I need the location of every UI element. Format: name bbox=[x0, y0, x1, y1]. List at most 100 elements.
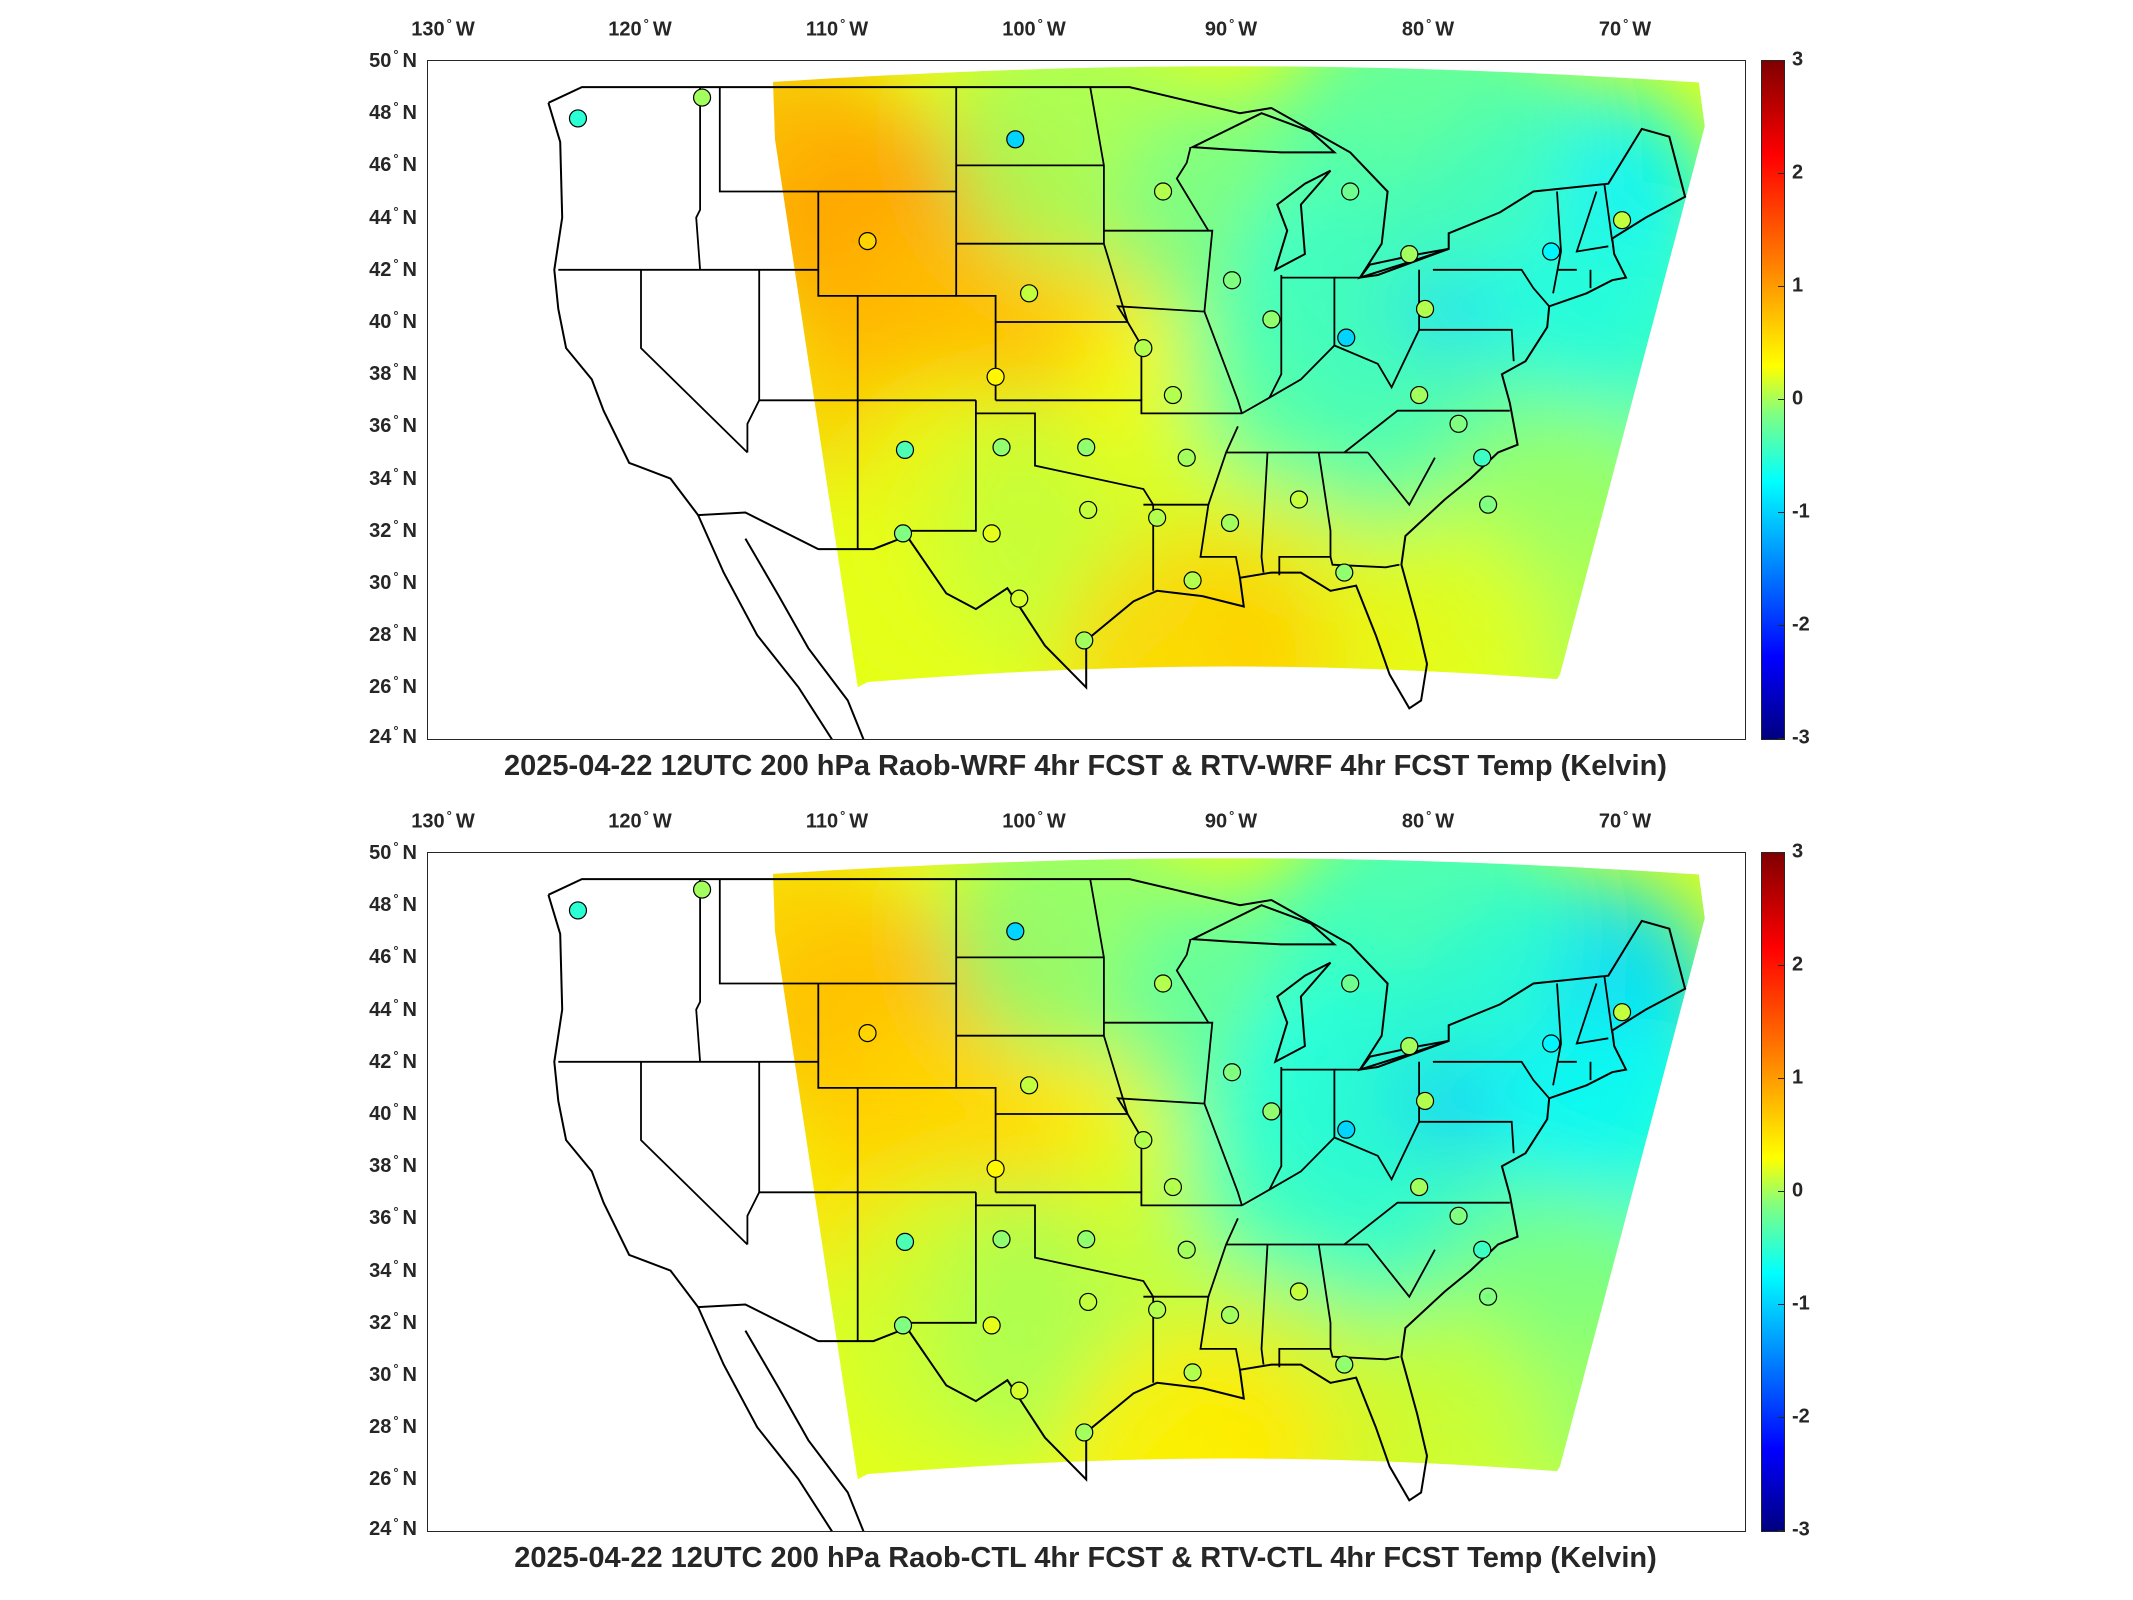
raob-station-marker bbox=[1612, 1003, 1632, 1022]
colorbar bbox=[1761, 852, 1785, 1532]
raob-station-marker bbox=[986, 367, 1005, 386]
colorbar-tick-label: -1 bbox=[1792, 1292, 1810, 1315]
state-border bbox=[1575, 191, 1609, 253]
state-border bbox=[1143, 1295, 1241, 1370]
raob-station-marker bbox=[1335, 563, 1354, 582]
latitude-tick-label: 24 ° N bbox=[369, 723, 417, 748]
raob-station-marker bbox=[1177, 448, 1196, 467]
raob-station-marker bbox=[1415, 299, 1435, 319]
colorbar-tick-label: 1 bbox=[1792, 274, 1804, 297]
longitude-tick-label: 80 ° W bbox=[1401, 808, 1455, 833]
colorbar-tick-label: 1 bbox=[1792, 1066, 1804, 1089]
raob-station-marker bbox=[1006, 130, 1025, 149]
raob-station-marker bbox=[1542, 1034, 1561, 1053]
raob-station-marker bbox=[1449, 414, 1468, 433]
state-border bbox=[1367, 1243, 1436, 1299]
colorbar-tick-label: 2 bbox=[1792, 953, 1804, 976]
latitude-tick-label: 38 ° N bbox=[369, 360, 417, 386]
state-border bbox=[1175, 938, 1210, 1024]
state-border bbox=[905, 400, 977, 532]
latitude-tick-label: 28 ° N bbox=[369, 1413, 417, 1439]
colorbar-tick-mark bbox=[1778, 512, 1784, 513]
coastline bbox=[697, 1306, 833, 1531]
raob-station-marker bbox=[986, 1159, 1005, 1178]
raob-station-marker bbox=[1473, 1240, 1492, 1259]
coastline bbox=[547, 86, 1687, 710]
lake-outline bbox=[1273, 961, 1332, 1064]
raob-station-marker bbox=[1077, 438, 1096, 457]
state-border bbox=[746, 269, 761, 453]
longitude-tick-label: 110 ° W bbox=[805, 16, 869, 41]
raob-station-marker bbox=[1337, 328, 1356, 347]
raob-station-marker bbox=[1262, 310, 1281, 329]
latitude-tick-label: 30 ° N bbox=[369, 569, 417, 594]
state-border bbox=[1329, 556, 1400, 569]
colorbar-tick-mark bbox=[1778, 60, 1784, 61]
raob-station-marker bbox=[1289, 1282, 1309, 1301]
raob-station-marker bbox=[1289, 490, 1309, 509]
raob-station-marker bbox=[1400, 245, 1419, 264]
latitude-tick-label: 32 ° N bbox=[369, 516, 417, 542]
colorbar-tick-label: 2 bbox=[1792, 161, 1804, 184]
map-title: 2025-04-22 12UTC 200 hPa Raob-CTL 4hr FC… bbox=[514, 1542, 1657, 1574]
colorbar-tick-mark bbox=[1778, 1530, 1784, 1531]
anomaly-blob bbox=[1279, 66, 1579, 290]
lake-outline bbox=[1273, 169, 1332, 272]
colorbar-tick-mark bbox=[1778, 852, 1784, 853]
colorbar-tick-label: -3 bbox=[1792, 726, 1810, 749]
raob-station-marker bbox=[1262, 1102, 1281, 1121]
raob-station-marker bbox=[1612, 211, 1632, 230]
state-border bbox=[746, 1061, 761, 1245]
raob-station-marker bbox=[1134, 339, 1153, 358]
state-border bbox=[1343, 409, 1510, 454]
latitude-tick-label: 30 ° N bbox=[369, 1361, 417, 1386]
raob-station-marker bbox=[1077, 1230, 1096, 1249]
anomaly-blob bbox=[1190, 254, 1431, 495]
raob-station-marker bbox=[1222, 1063, 1242, 1082]
coastline bbox=[547, 878, 1687, 1502]
anomaly-blob bbox=[1190, 1046, 1431, 1287]
colorbar-tick-label: -2 bbox=[1792, 1405, 1810, 1428]
colorbar-tick-mark bbox=[1778, 1304, 1784, 1305]
longitude-tick-label: 90 ° W bbox=[1204, 808, 1258, 833]
colorbar-tick-mark bbox=[1778, 1191, 1784, 1192]
state-border bbox=[1203, 1103, 1243, 1206]
latitude-tick-label: 44 ° N bbox=[369, 203, 417, 229]
raob-station-marker bbox=[893, 1316, 913, 1335]
latitude-tick-label: 26 ° N bbox=[369, 673, 417, 699]
colorbar-tick-label: 0 bbox=[1792, 387, 1804, 410]
anomaly-blob bbox=[773, 858, 919, 1078]
latitude-tick-label: 36 ° N bbox=[369, 412, 417, 438]
raob-station-marker bbox=[568, 109, 588, 128]
raob-station-marker bbox=[1079, 1292, 1098, 1312]
latitude-tick-label: 48 ° N bbox=[369, 99, 417, 125]
state-border bbox=[1343, 1201, 1510, 1246]
state-border bbox=[817, 191, 957, 297]
coastline bbox=[744, 538, 865, 739]
latitude-tick-label: 48 ° N bbox=[369, 891, 417, 917]
state-border bbox=[995, 399, 1242, 415]
raob-station-marker bbox=[1006, 922, 1025, 941]
raob-station-marker bbox=[1542, 242, 1561, 261]
state-border bbox=[1268, 275, 1283, 399]
raob-station-marker bbox=[1183, 571, 1202, 590]
raob-station-marker bbox=[1177, 1240, 1196, 1259]
raob-station-marker bbox=[1478, 1287, 1498, 1306]
latitude-tick-label: 42 ° N bbox=[369, 1047, 417, 1073]
state-border bbox=[1432, 1060, 1550, 1099]
raob-station-marker bbox=[1148, 508, 1167, 527]
anomaly-blob bbox=[1062, 1323, 1323, 1480]
anomaly-blob bbox=[773, 66, 919, 286]
latitude-tick-label: 38 ° N bbox=[369, 1152, 417, 1178]
state-border bbox=[1143, 503, 1241, 578]
colorbar-tick-label: -2 bbox=[1792, 613, 1810, 636]
raob-station-marker bbox=[1341, 182, 1360, 201]
state-border bbox=[1175, 146, 1210, 232]
raob-station-marker bbox=[692, 88, 712, 107]
latitude-tick-label: 42 ° N bbox=[369, 255, 417, 281]
raob-station-marker bbox=[1075, 631, 1094, 650]
latitude-tick-label: 34 ° N bbox=[369, 464, 417, 490]
latitude-tick-label: 40 ° N bbox=[369, 308, 417, 333]
raob-station-marker bbox=[1010, 589, 1029, 608]
longitude-tick-label: 120 ° W bbox=[608, 16, 672, 41]
